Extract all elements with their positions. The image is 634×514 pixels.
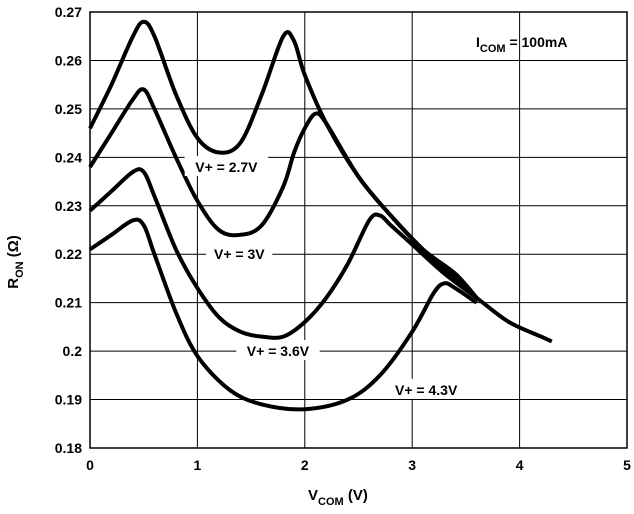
- tick-labels: 0 1 2 3 4 5 0.18 0.19 0.2 0.21 0.22 0.23 0.24 0.25 0.2…: [55, 4, 631, 473]
- y-tick-label: 0.22: [55, 246, 82, 262]
- series-line-4: [88, 217, 478, 412]
- plot-border: [89, 11, 628, 449]
- curve-label-group: V+ = 3.6V: [236, 340, 320, 361]
- current-annotation: ICOM = 100mA: [476, 34, 567, 55]
- x-axis-title: VCOM (V): [308, 487, 368, 508]
- series-line-3: [88, 167, 553, 344]
- x-tick-label: 2: [301, 457, 309, 473]
- plot-frame: [89, 11, 628, 449]
- curve-label-bg: [184, 156, 269, 177]
- x-tick-label: 5: [623, 457, 631, 473]
- curve-label-bg: [384, 378, 468, 399]
- series-layer: [88, 19, 553, 412]
- y-tick-label: 0.27: [55, 4, 82, 20]
- y-tick-label: 0.2: [63, 343, 83, 359]
- y-tick-label: 0.26: [55, 52, 82, 68]
- x-tick-label: 1: [194, 457, 202, 473]
- curve-label: V+ = 4.3V: [395, 382, 458, 398]
- curve-label-group: V+ = 4.3V: [384, 378, 468, 399]
- curve-label-bg: [236, 340, 320, 361]
- y-tick-label: 0.24: [55, 149, 82, 165]
- curve-label: V+ = 2.7V: [195, 159, 258, 175]
- y-tick-label: 0.23: [55, 198, 82, 214]
- x-tick-label: 0: [86, 457, 94, 473]
- y-tick-label: 0.25: [55, 101, 82, 117]
- x-tick-label: 3: [408, 457, 416, 473]
- x-tick-label: 4: [516, 457, 524, 473]
- series-line-2: [88, 87, 478, 300]
- y-tick-label: 0.19: [55, 392, 82, 408]
- curve-labels: V+ = 2.7V V+ = 3V V+ = 3.6V V+ = 4.3V: [184, 156, 468, 399]
- y-axis-title: RON (Ω): [5, 235, 26, 289]
- curve-label: V+ = 3.6V: [247, 343, 310, 359]
- curve-label-bg: [206, 243, 273, 264]
- y-tick-label: 0.21: [55, 295, 82, 311]
- y-tick-label: 0.18: [55, 440, 82, 456]
- curve-label: V+ = 3V: [214, 246, 265, 262]
- curve-label-group: V+ = 3V: [206, 243, 273, 264]
- series-line-1: [88, 19, 479, 300]
- curve-label-group: V+ = 2.7V: [184, 156, 269, 177]
